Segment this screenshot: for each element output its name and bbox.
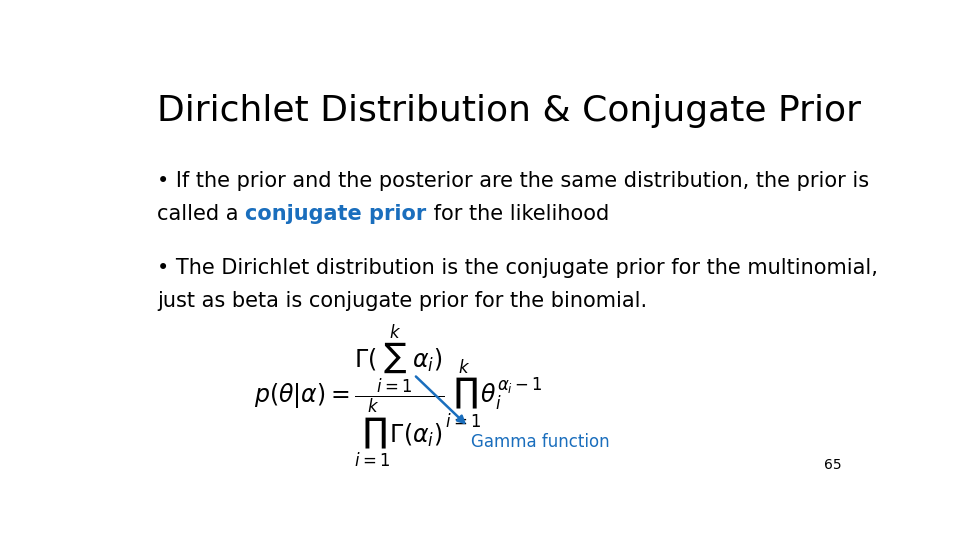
Text: Dirichlet Distribution & Conjugate Prior: Dirichlet Distribution & Conjugate Prior xyxy=(157,94,861,128)
Text: • The Dirichlet distribution is the conjugate prior for the multinomial,: • The Dirichlet distribution is the conj… xyxy=(157,258,878,278)
Text: just as beta is conjugate prior for the binomial.: just as beta is conjugate prior for the … xyxy=(157,292,647,312)
Text: conjugate prior: conjugate prior xyxy=(246,204,426,224)
Text: for the likelihood: for the likelihood xyxy=(426,204,609,224)
Text: $p(\theta|\alpha) = \dfrac{\Gamma(\sum_{i=1}^{k} \alpha_i)}{\prod_{i=1}^{k} \Gam: $p(\theta|\alpha) = \dfrac{\Gamma(\sum_{… xyxy=(253,322,542,470)
Text: Gamma function: Gamma function xyxy=(471,433,610,451)
Text: called a: called a xyxy=(157,204,246,224)
Text: 65: 65 xyxy=(824,458,842,472)
Text: • If the prior and the posterior are the same distribution, the prior is: • If the prior and the posterior are the… xyxy=(157,171,870,191)
